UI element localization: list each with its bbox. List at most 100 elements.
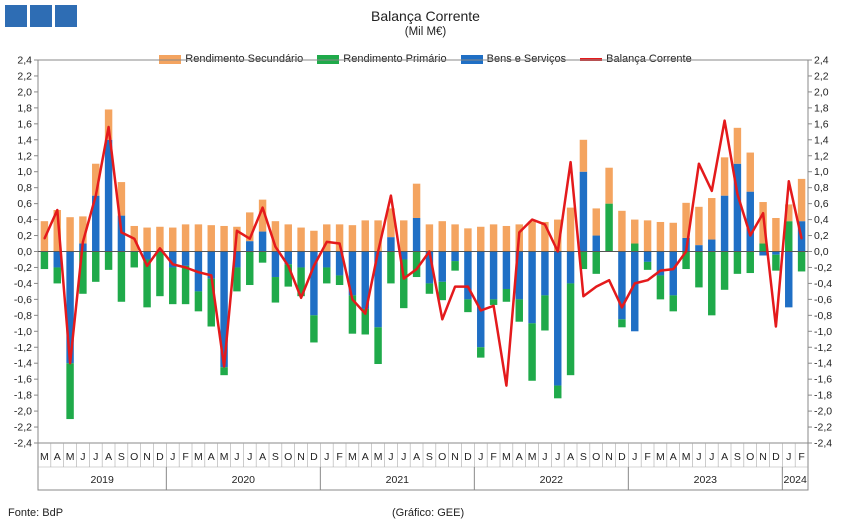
bar-rendimento-primario [438, 281, 446, 301]
point-balanca-corrente [171, 263, 174, 266]
bar-rendimento-primario [797, 251, 806, 272]
month-tick-label: F [644, 451, 650, 463]
point-balanca-corrente [710, 190, 713, 192]
bar-bens-servicos [515, 251, 523, 300]
bar-rendimento-secundario [66, 217, 74, 252]
point-balanca-corrente [159, 247, 161, 250]
month-tick-label: S [426, 451, 433, 463]
point-balanca-corrente [210, 274, 213, 277]
y-tick-label-right: -2,4 [814, 438, 832, 450]
y-tick-label-right: -1,6 [814, 374, 832, 386]
bar-rendimento-primario [579, 251, 588, 270]
month-tick-label: F [798, 451, 804, 463]
y-tick-label-left: -2,0 [14, 406, 32, 418]
month-tick-label: J [247, 451, 252, 463]
bar-rendimento-secundario [297, 227, 305, 252]
bar-bens-servicos [579, 171, 588, 252]
point-balanca-corrente [390, 194, 392, 197]
bar-rendimento-primario [477, 347, 485, 358]
bar-rendimento-secundario [631, 219, 639, 244]
logo-square-2 [30, 5, 52, 27]
point-balanca-corrente [467, 285, 469, 288]
bar-rendimento-primario [233, 267, 241, 292]
bar-rendimento-primario [759, 243, 767, 252]
bar-rendimento-primario [682, 251, 690, 270]
bar-rendimento-secundario [566, 207, 575, 252]
bar-bens-servicos [169, 251, 177, 268]
bar-bens-servicos [759, 251, 767, 256]
month-tick-label: M [220, 451, 229, 463]
bar-rendimento-secundario [348, 225, 357, 252]
month-tick-label: O [438, 451, 446, 463]
bar-rendimento-primario [156, 251, 164, 297]
month-tick-label: N [297, 451, 305, 463]
month-tick-label: S [580, 451, 587, 463]
bar-bens-servicos [656, 251, 665, 276]
chart-title: Balança Corrente [371, 8, 480, 24]
month-tick-label: N [759, 451, 767, 463]
bar-rendimento-primario [66, 363, 74, 420]
bar-bens-servicos [425, 251, 434, 284]
bar-rendimento-primario [181, 265, 190, 305]
bar-rendimento-secundario [92, 163, 100, 196]
y-tick-label-right: 2,2 [814, 70, 829, 82]
point-balanca-corrente [736, 193, 739, 195]
point-balanca-corrente [505, 384, 508, 387]
month-tick-label: M [374, 451, 383, 463]
y-tick-label-right: 0,0 [814, 246, 829, 258]
bar-rendimento-secundario [335, 224, 344, 252]
bar-bens-servicos [592, 235, 600, 252]
bar-rendimento-secundario [605, 167, 613, 204]
y-tick-label-left: 0,8 [17, 182, 32, 194]
point-balanca-corrente [544, 223, 546, 226]
bar-rendimento-secundario [258, 199, 267, 232]
point-balanca-corrente [402, 277, 405, 280]
bar-rendimento-secundario [489, 224, 498, 252]
bar-bens-servicos [271, 251, 280, 278]
bar-bens-servicos [246, 241, 254, 252]
month-tick-label: J [401, 451, 406, 463]
month-tick-label: A [105, 451, 112, 463]
legend-item-bens: Bens e Serviços [460, 53, 566, 65]
point-balanca-corrente [787, 180, 790, 183]
chart-svg: 2,4 2,4 2,2 2,2 2,0 2,0 1,8 1,8 1,6 1,6 1,4 1,4 1,2 1… [14, 55, 832, 491]
bar-rendimento-secundario [361, 220, 369, 252]
point-balanca-corrente [775, 325, 777, 328]
point-balanca-corrente [762, 212, 764, 214]
bar-rendimento-primario [708, 251, 716, 316]
y-tick-label-right: 0,8 [814, 182, 829, 194]
year-tick-label: 2020 [232, 474, 256, 486]
month-tick-label: M [66, 451, 75, 463]
y-tick-label-right: -1,4 [814, 358, 832, 370]
month-tick-label: J [80, 451, 85, 463]
y-tick-label-left: -1,2 [14, 342, 32, 354]
y-tick-label-left: 0,4 [17, 214, 32, 226]
bar-rendimento-primario [489, 299, 498, 305]
bar-bens-servicos [258, 231, 267, 252]
y-tick-label-right: 1,8 [814, 102, 829, 114]
bar-rendimento-primario [310, 315, 318, 343]
y-tick-label-left: -1,0 [14, 326, 32, 338]
bar-bens-servicos [412, 217, 421, 252]
bar-rendimento-primario [464, 299, 472, 313]
bar-bens-servicos [643, 251, 652, 262]
month-tick-label: N [605, 451, 613, 463]
bar-bens-servicos [477, 251, 485, 348]
point-balanca-corrente [685, 250, 687, 253]
bar-rendimento-secundario [104, 109, 113, 140]
bar-rendimento-secundario [579, 139, 588, 172]
point-balanca-corrente [428, 250, 431, 253]
month-tick-label: O [592, 451, 600, 463]
bar-bens-servicos [374, 251, 382, 328]
legend-label-primario: Rendimento Primário [343, 53, 447, 65]
month-tick-label: D [156, 451, 164, 463]
month-tick-label: M [682, 451, 691, 463]
y-tick-label-right: -0,4 [814, 278, 832, 290]
bar-rendimento-secundario [695, 206, 703, 246]
bar-rendimento-secundario [451, 224, 459, 252]
bar-bens-servicos [489, 251, 498, 300]
y-tick-label-left: 1,4 [17, 134, 32, 146]
bar-rendimento-primario [400, 259, 408, 309]
chart-legend: Rendimento Secundário Rendimento Primári… [0, 53, 851, 65]
month-tick-label: J [324, 451, 329, 463]
